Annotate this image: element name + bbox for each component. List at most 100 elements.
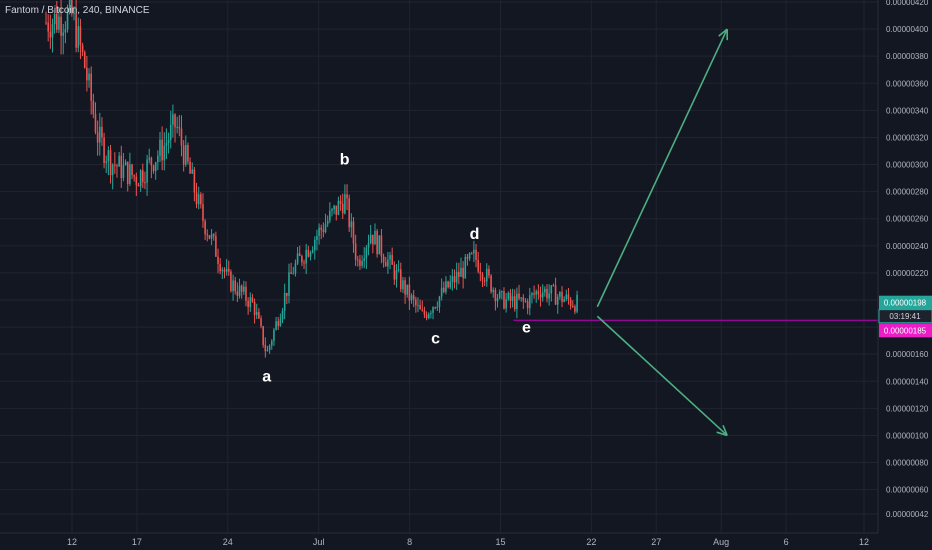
- candle-body: [488, 268, 490, 276]
- symbol-title[interactable]: Fantom / Bitcoin, 240, BINANCE: [5, 5, 150, 16]
- wave-labels: a b c d e: [262, 152, 531, 386]
- alert-price-badge: [879, 323, 932, 338]
- candle-body: [432, 307, 434, 313]
- candle-body: [559, 292, 561, 297]
- candle-body: [415, 299, 417, 306]
- candle-body: [262, 326, 264, 345]
- candle-body: [144, 182, 146, 184]
- candle-body: [281, 310, 284, 320]
- candle-body: [96, 132, 99, 143]
- candle-body: [258, 312, 260, 319]
- candle-body: [212, 234, 215, 237]
- candle-body: [365, 247, 368, 259]
- candle-body: [58, 16, 60, 30]
- candle-body: [53, 14, 56, 25]
- current-price-badge: [879, 295, 932, 310]
- candle-body: [341, 203, 344, 214]
- candle-body: [451, 276, 454, 282]
- candle-body: [436, 306, 439, 308]
- candle-body: [178, 126, 181, 129]
- candle-body: [294, 263, 297, 274]
- candle-body: [438, 296, 441, 307]
- candle-body: [344, 194, 346, 214]
- candle-body: [442, 287, 445, 292]
- candle-body: [240, 285, 243, 292]
- candle-body: [73, 12, 75, 14]
- candle-body: [221, 269, 224, 272]
- candle-body: [105, 161, 108, 163]
- candle-body: [382, 256, 385, 263]
- price-tick-label: 0.00000080: [886, 459, 929, 468]
- candle-body: [298, 253, 301, 256]
- candle-body: [79, 26, 82, 46]
- candle-body: [434, 307, 436, 309]
- candle-body: [253, 302, 256, 316]
- candle-body: [359, 259, 361, 266]
- candle-body: [81, 45, 84, 53]
- candle-body: [191, 169, 194, 174]
- candle-body: [481, 274, 484, 281]
- candle-body: [496, 297, 499, 302]
- candle-body: [288, 272, 290, 296]
- candle-body: [92, 100, 95, 114]
- candle-body: [537, 291, 540, 295]
- candle-body: [208, 235, 211, 239]
- candle-body: [230, 271, 232, 292]
- candle-body: [303, 262, 305, 264]
- candle-body: [247, 300, 249, 307]
- price-tick-label: 0.00000360: [886, 79, 929, 88]
- candle-body: [372, 234, 374, 245]
- time-tick-label: 12: [859, 537, 869, 547]
- candle-body: [219, 263, 221, 272]
- candle-body: [378, 235, 381, 255]
- candle-body: [152, 165, 155, 172]
- candle-body: [301, 255, 303, 263]
- price-tick-label: 0.00000220: [886, 269, 929, 278]
- candle-body: [356, 259, 359, 261]
- candle-body: [260, 318, 262, 327]
- candle-body: [169, 124, 172, 141]
- candle-body: [124, 161, 127, 166]
- candle-body: [522, 297, 525, 301]
- candle-body: [404, 280, 406, 295]
- candle-body: [539, 294, 542, 298]
- candle-body: [275, 321, 277, 330]
- candle-body: [507, 292, 510, 300]
- candle-body: [313, 240, 316, 251]
- candle-body: [225, 268, 228, 272]
- candle-body: [251, 297, 254, 303]
- price-tick-label: 0.00000420: [886, 0, 929, 7]
- time-tick-label: 8: [407, 537, 412, 547]
- candle-body: [139, 170, 142, 187]
- candle-body: [350, 221, 353, 228]
- candle-body: [402, 280, 404, 290]
- candle-body: [197, 194, 200, 205]
- candle-body: [88, 73, 90, 81]
- candle-body: [511, 296, 514, 301]
- candle-body: [571, 306, 574, 308]
- candle-body: [243, 286, 245, 292]
- candle-body: [283, 292, 286, 311]
- price-tick-label: 0.00000240: [886, 242, 929, 251]
- candle-body: [51, 24, 54, 38]
- candle-body: [131, 164, 133, 176]
- candle-body: [485, 268, 488, 282]
- candle-body: [520, 297, 522, 299]
- candle-body: [311, 250, 314, 253]
- candle-body: [111, 164, 114, 176]
- candle-body: [447, 281, 449, 288]
- candle-body: [163, 145, 166, 161]
- candle-body: [567, 294, 570, 300]
- price-tick-label: 0.00000340: [886, 106, 929, 115]
- time-axis[interactable]: 12 17 24 Jul 8 15 22 27 Aug 6 12: [67, 537, 869, 547]
- candle-body: [516, 293, 518, 310]
- candle-body: [453, 276, 456, 283]
- candle-body: [384, 262, 387, 267]
- candle-body: [533, 293, 535, 295]
- candle-body: [483, 280, 486, 282]
- candle-body: [380, 235, 383, 257]
- candle-body: [62, 32, 65, 36]
- candle-body: [320, 227, 323, 230]
- candle-body: [141, 170, 144, 183]
